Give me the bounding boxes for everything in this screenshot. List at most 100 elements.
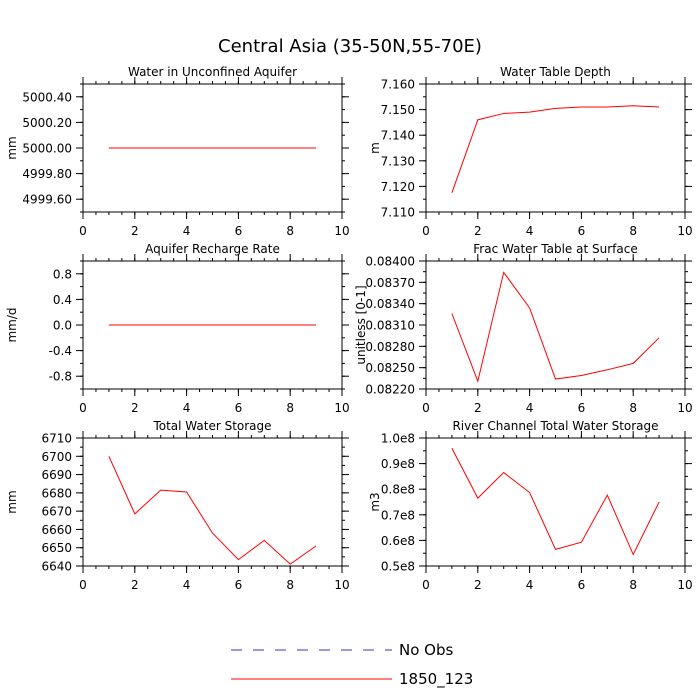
y-tick-label: 0.9e8 <box>381 457 415 471</box>
y-tick-label: 0.08250 <box>365 361 415 375</box>
legend-item: 1850_123 <box>231 670 473 689</box>
x-tick-label: 4 <box>183 224 191 238</box>
x-tick-label: 4 <box>183 578 191 592</box>
y-tick-label: 6660 <box>41 523 72 537</box>
chart-panel-5: Total Water Storage 0 2 4 6 8 10 6640 6650 6660 66… <box>5 419 350 592</box>
x-tick-label: 10 <box>334 578 349 592</box>
y-tick-label: 6640 <box>41 560 72 574</box>
chart-panel-4: Frac Water Table at Surface 0 2 4 6 8 10 0.0822… <box>354 242 693 415</box>
x-tick-label: 6 <box>235 401 243 415</box>
y-tick-label: 1.0e8 <box>381 432 415 446</box>
x-tick-label: 10 <box>677 401 692 415</box>
y-tick-label: 0.08220 <box>365 383 415 397</box>
x-tick-label: 8 <box>286 578 294 592</box>
x-tick-label: 10 <box>334 401 349 415</box>
legend-label: 1850_123 <box>399 670 473 689</box>
y-tick-label: 0.8e8 <box>381 483 415 497</box>
chart-panel-2: Water Table Depth 0 2 4 6 8 10 7.110 7.120 7.130 7… <box>368 65 693 238</box>
y-tick-label: 6710 <box>41 432 72 446</box>
x-tick-label: 6 <box>578 401 586 415</box>
series-line-1850_123 <box>451 448 660 556</box>
x-tick-label: 4 <box>526 578 534 592</box>
y-tick-label: 4999.60 <box>22 193 72 207</box>
y-tick-label: 6690 <box>41 468 72 482</box>
y-tick-label: -0.8 <box>49 370 72 384</box>
x-tick-label: 0 <box>422 401 430 415</box>
x-tick-label: 8 <box>629 224 637 238</box>
panel-title: Water Table Depth <box>500 65 611 79</box>
panels: Water in Unconfined Aquifer 0 2 4 6 8 10 4999.6… <box>5 65 693 592</box>
y-tick-label: 0.4 <box>53 293 72 307</box>
figure-title: Central Asia (35-50N,55-70E) <box>218 36 482 57</box>
y-tick-label: 0.5e8 <box>381 560 415 574</box>
y-tick-label: 6700 <box>41 450 72 464</box>
chart-panel-3: Aquifer Recharge Rate 0 2 4 6 8 10 -0.8 -0.4 0.0 0… <box>5 242 350 415</box>
x-tick-label: 2 <box>474 401 482 415</box>
x-tick-label: 10 <box>677 578 692 592</box>
y-tick-label: 5000.00 <box>22 142 72 156</box>
x-tick-label: 6 <box>578 224 586 238</box>
y-tick-label: 4999.80 <box>22 167 72 181</box>
x-tick-label: 2 <box>131 401 139 415</box>
legend-item: No Obs <box>231 641 453 659</box>
series-line-1850_123 <box>108 456 317 565</box>
x-tick-label: 8 <box>286 401 294 415</box>
y-axis-label: m3 <box>368 492 382 511</box>
y-tick-label: 7.130 <box>381 154 415 168</box>
chart-panel-6: River Channel Total Water Storage 0 2 4 6 8 10… <box>368 419 693 592</box>
plot-frame <box>425 260 686 390</box>
y-tick-label: 7.150 <box>381 103 415 117</box>
y-tick-label: 0.08400 <box>365 255 415 269</box>
y-axis-label: mm/d <box>5 307 19 342</box>
plot-frame <box>425 437 686 567</box>
x-tick-label: 4 <box>183 401 191 415</box>
x-tick-label: 0 <box>79 224 87 238</box>
y-axis-label: mm <box>5 136 19 159</box>
x-tick-label: 6 <box>578 578 586 592</box>
y-tick-label: 6670 <box>41 505 72 519</box>
legend: No Obs 1850_123 <box>231 641 473 689</box>
y-tick-label: 7.110 <box>381 206 415 220</box>
plot-frame <box>82 437 343 567</box>
panel-title: Frac Water Table at Surface <box>473 242 637 256</box>
x-tick-label: 0 <box>422 224 430 238</box>
y-tick-label: 0.8 <box>53 267 72 281</box>
x-tick-label: 10 <box>677 224 692 238</box>
x-tick-label: 4 <box>526 224 534 238</box>
y-tick-label: 7.160 <box>381 78 415 92</box>
y-tick-label: 0.08370 <box>365 276 415 290</box>
legend-label: No Obs <box>399 641 453 659</box>
y-tick-label: 7.120 <box>381 180 415 194</box>
panel-title: River Channel Total Water Storage <box>452 419 658 433</box>
y-axis-label: mm <box>5 490 19 513</box>
x-tick-label: 2 <box>474 224 482 238</box>
chart-panel-1: Water in Unconfined Aquifer 0 2 4 6 8 10 4999.6… <box>5 65 350 238</box>
y-tick-label: 0.7e8 <box>381 508 415 522</box>
x-tick-label: 10 <box>334 224 349 238</box>
x-tick-label: 0 <box>79 578 87 592</box>
y-tick-label: 0.6e8 <box>381 534 415 548</box>
x-tick-label: 2 <box>474 578 482 592</box>
x-tick-label: 4 <box>526 401 534 415</box>
y-tick-label: 0.0 <box>53 319 72 333</box>
x-tick-label: 8 <box>286 224 294 238</box>
y-axis-label: unitless [0-1] <box>354 285 368 364</box>
x-tick-label: 2 <box>131 578 139 592</box>
y-axis-label: m <box>368 142 382 154</box>
x-tick-label: 0 <box>79 401 87 415</box>
plot-frame <box>425 83 686 213</box>
panel-title: Water in Unconfined Aquifer <box>128 65 297 79</box>
y-tick-label: 6680 <box>41 486 72 500</box>
x-tick-label: 8 <box>629 401 637 415</box>
y-tick-label: 5000.20 <box>22 116 72 130</box>
y-tick-label: 0.08280 <box>365 340 415 354</box>
series-line-1850_123 <box>451 271 660 383</box>
panel-title: Aquifer Recharge Rate <box>145 242 280 256</box>
panel-title: Total Water Storage <box>152 419 271 433</box>
x-tick-label: 8 <box>629 578 637 592</box>
y-tick-label: 0.08310 <box>365 319 415 333</box>
x-tick-label: 6 <box>235 578 243 592</box>
series-line-1850_123 <box>451 105 660 193</box>
x-tick-label: 2 <box>131 224 139 238</box>
